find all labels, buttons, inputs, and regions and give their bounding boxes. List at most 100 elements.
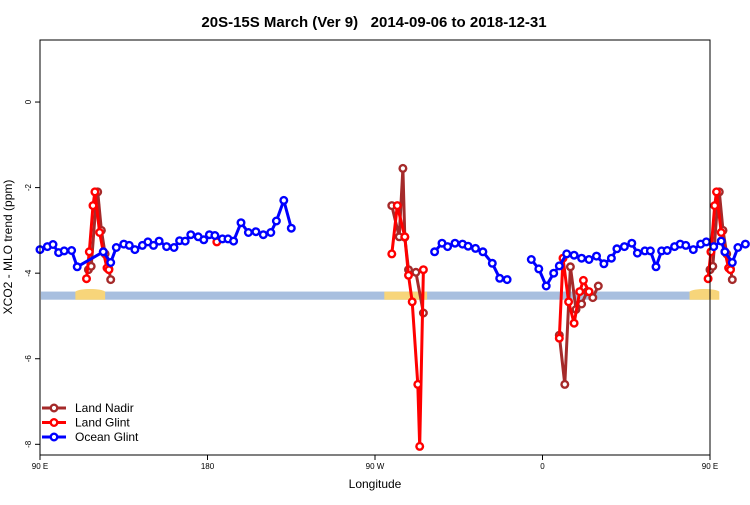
ocean-glint-point	[495, 273, 505, 283]
x-tick-label: 90 W	[366, 462, 385, 471]
ocean-glint-point	[720, 247, 730, 257]
ocean-glint-point	[210, 230, 220, 240]
ocean-glint-point	[599, 259, 609, 269]
ocean-glint-point	[229, 236, 239, 246]
ocean-glint-point	[716, 236, 726, 246]
legend-land-nadir-label: Land Nadir	[75, 401, 134, 415]
ocean-glint-point	[662, 245, 672, 255]
ocean-glint-point	[534, 264, 544, 274]
x-tick-label: 0	[540, 462, 545, 471]
ocean-glint-point	[98, 247, 108, 257]
ocean-glint-point	[59, 246, 69, 256]
land-glint-point	[95, 227, 105, 237]
surface-band	[41, 289, 720, 300]
x-tick-label: 90 E	[32, 462, 48, 471]
land-glint-point	[400, 232, 410, 242]
ocean-glint-point	[243, 227, 253, 237]
land-nadir-point	[106, 275, 116, 285]
ocean-glint-point	[124, 240, 134, 250]
ocean-glint-point	[251, 227, 261, 237]
ocean-glint-point	[236, 218, 246, 228]
y-tick-label: -6	[24, 355, 33, 363]
land-glint-point	[418, 265, 428, 275]
x-axis: 90 E 180 90 W 0 90 E	[32, 455, 718, 471]
ocean-glint-point	[502, 275, 512, 285]
ocean-glint-point	[487, 258, 497, 268]
land-glint-point	[569, 318, 579, 328]
land-glint-point	[575, 287, 585, 297]
ocean-glint-point	[106, 258, 116, 268]
land-glint-point	[415, 441, 425, 451]
land-glint-point	[90, 187, 100, 197]
ocean-glint-point	[592, 251, 602, 261]
land-glint-point	[710, 201, 720, 211]
ocean-glint-point	[526, 255, 536, 265]
ocean-glint-point	[733, 242, 743, 252]
ocean-glint-point	[471, 243, 481, 253]
land-band-3	[689, 289, 720, 300]
ocean-glint-point	[627, 238, 637, 248]
land-nadir-point	[565, 262, 575, 272]
ocean-glint-point	[430, 247, 440, 257]
ocean-glint-point	[48, 239, 58, 249]
ocean-glint-point	[554, 261, 564, 271]
ocean-glint-point	[450, 238, 460, 248]
land-nadir-point	[727, 275, 737, 285]
ocean-glint-point	[701, 237, 711, 247]
ocean-glint-point	[562, 249, 572, 259]
land-band-2	[384, 291, 428, 300]
x-axis-label: Longitude	[349, 477, 402, 491]
ocean-glint-point	[584, 255, 594, 265]
land-glint-point	[554, 333, 564, 343]
land-glint-point	[387, 249, 397, 259]
ocean-band	[41, 291, 709, 300]
ocean-glint-point	[619, 242, 629, 252]
ocean-glint-point	[443, 242, 453, 252]
y-axis-label: XCO2 - MLO trend (ppm)	[1, 180, 15, 315]
land-nadir-point	[411, 267, 421, 277]
land-glint-point	[84, 247, 94, 257]
ocean-glint-point	[645, 246, 655, 256]
land-nadir-point	[593, 281, 603, 291]
land-glint-point	[88, 201, 98, 211]
ocean-glint-point	[67, 245, 77, 255]
chart-title: 20S-15S March (Ver 9) 2014-09-06 to 2018…	[201, 14, 546, 31]
land-nadir-point	[588, 293, 598, 303]
ocean-glint-point	[266, 227, 276, 237]
land-glint-point	[104, 265, 114, 275]
legend-land-glint-marker	[49, 418, 59, 428]
ocean-glint-point	[577, 253, 587, 263]
land-nadir-point	[560, 379, 570, 389]
y-tick-label: -8	[24, 440, 33, 448]
ocean-glint-point	[681, 240, 691, 250]
ocean-glint-point	[199, 235, 209, 245]
y-tick-label: -2	[24, 184, 33, 192]
land-nadir-point	[398, 163, 408, 173]
land-glint-point	[584, 287, 594, 297]
ocean-glint-point	[258, 230, 268, 240]
ocean-glint-point	[162, 242, 172, 252]
y-tick-label: 0	[24, 99, 33, 104]
y-axis: 0 -2 -4 -6 -8	[24, 99, 40, 448]
ocean-glint-point	[186, 230, 196, 240]
land-glint-point	[712, 187, 722, 197]
land-glint-point	[392, 201, 402, 211]
ocean-glint-point	[72, 262, 82, 272]
land-glint-point	[404, 270, 414, 280]
ocean-glint-point	[549, 268, 559, 278]
ocean-glint-point	[727, 258, 737, 268]
legend-land-glint-label: Land Glint	[75, 416, 130, 430]
ocean-glint-point	[463, 241, 473, 251]
ocean-glint-point	[478, 247, 488, 257]
ocean-glint-point	[180, 236, 190, 246]
y-tick-label: -4	[24, 269, 33, 277]
land-glint-point	[564, 297, 574, 307]
ocean-glint-point	[154, 236, 164, 246]
ocean-glint-point	[271, 216, 281, 226]
ocean-glint-point	[169, 242, 179, 252]
ocean-glint-point	[688, 245, 698, 255]
land-glint-point	[578, 275, 588, 285]
ocean-glint-point	[651, 262, 661, 272]
